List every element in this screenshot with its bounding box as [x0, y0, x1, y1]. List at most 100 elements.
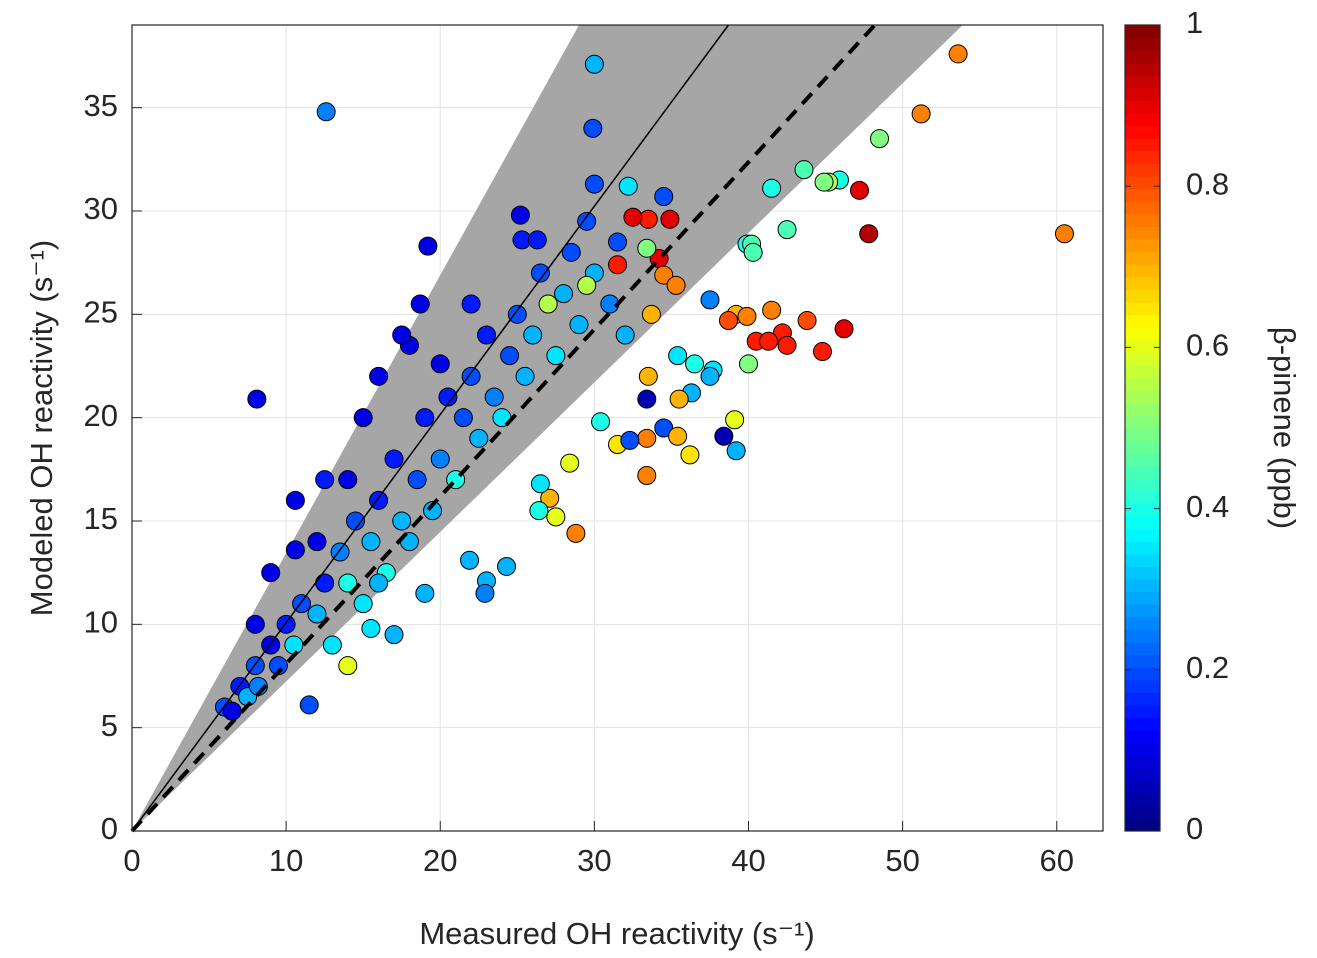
colorbar-segment: [1125, 755, 1160, 769]
data-point: [338, 656, 358, 676]
data-point: [726, 441, 746, 461]
colorbar-segment: [1125, 730, 1160, 744]
colorbar-segment: [1125, 163, 1160, 177]
data-point: [620, 430, 640, 450]
colorbar-tick-label: 0.6: [1186, 328, 1229, 363]
data-point: [654, 187, 674, 207]
colorbar-tick-label: 0.4: [1186, 489, 1229, 524]
data-point: [530, 474, 550, 494]
colorbar-segment: [1125, 201, 1160, 215]
data-point: [460, 550, 480, 570]
x-tick-label: 0: [123, 843, 140, 878]
data-point: [369, 366, 389, 386]
data-point: [476, 325, 496, 345]
data-point: [500, 346, 520, 366]
colorbar-segment: [1125, 339, 1160, 353]
colorbar-segment: [1125, 780, 1160, 794]
data-point: [870, 129, 890, 149]
y-tick-label: 15: [84, 501, 118, 536]
colorbar-segment: [1125, 541, 1160, 555]
data-point: [911, 104, 931, 124]
data-point: [453, 408, 473, 428]
data-point: [353, 408, 373, 428]
data-point: [361, 618, 381, 638]
colorbar-segment: [1125, 503, 1160, 517]
colorbar-segment: [1125, 390, 1160, 404]
colorbar-segment: [1125, 768, 1160, 782]
colorbar-segment: [1125, 692, 1160, 706]
data-point: [762, 178, 782, 198]
data-point: [685, 354, 705, 374]
data-point: [284, 635, 304, 655]
colorbar-segment: [1125, 176, 1160, 190]
data-point: [415, 408, 435, 428]
data-point: [577, 211, 597, 231]
uncertainty-band: [132, 25, 963, 831]
data-point: [725, 410, 745, 430]
data-point: [584, 174, 604, 194]
colorbar-segment: [1125, 87, 1160, 102]
data-point: [577, 275, 597, 295]
colorbar-segment: [1125, 717, 1160, 731]
data-point: [469, 428, 489, 448]
colorbar-segment: [1125, 213, 1160, 227]
data-point: [700, 366, 720, 386]
colorbar-segment: [1125, 742, 1160, 756]
data-point: [561, 242, 581, 262]
data-point: [316, 102, 336, 122]
data-point: [641, 304, 661, 324]
one-to-one-line: [131, 24, 730, 832]
data-point: [849, 180, 869, 200]
data-point: [669, 389, 689, 409]
colorbar-segment: [1125, 654, 1160, 668]
colorbar-segment: [1125, 705, 1160, 719]
data-point: [369, 573, 389, 593]
data-point: [527, 230, 547, 250]
colorbar-segment: [1125, 62, 1160, 76]
data-point: [714, 426, 734, 446]
colorbar-segment: [1125, 314, 1160, 328]
data-point: [353, 594, 373, 614]
data-point: [315, 573, 335, 593]
data-point: [814, 172, 834, 192]
data-point: [554, 284, 574, 304]
data-point: [410, 294, 430, 314]
colorbar-segment: [1125, 138, 1160, 152]
colorbar-segment: [1125, 251, 1160, 265]
data-point: [497, 556, 517, 576]
data-point: [584, 54, 604, 74]
colorbar-tick-label: 0.8: [1186, 166, 1229, 201]
data-point: [261, 563, 281, 583]
data-point: [530, 263, 550, 283]
data-point: [591, 412, 611, 432]
colorbar-tick-label: 0.2: [1186, 650, 1229, 685]
colorbar-segment: [1125, 478, 1160, 492]
data-point: [637, 238, 657, 258]
colorbar-segment: [1125, 805, 1160, 819]
data-point: [510, 205, 530, 225]
colorbar-segment: [1125, 793, 1160, 807]
data-point: [515, 366, 535, 386]
colorbar-segment: [1125, 302, 1160, 316]
x-tick-label: 40: [731, 843, 765, 878]
data-point: [660, 209, 680, 229]
colorbar-segment: [1125, 566, 1160, 580]
y-axis-label: Modeled OH reactivity (s⁻¹): [24, 240, 59, 616]
colorbar-tick-label: 1: [1186, 5, 1203, 40]
data-point: [668, 346, 688, 366]
data-point: [546, 507, 566, 527]
data-point: [407, 470, 427, 490]
data-point: [430, 354, 450, 374]
data-point: [615, 325, 635, 345]
data-point: [392, 325, 412, 345]
colorbar-segment: [1125, 75, 1160, 89]
colorbar-frame: [1124, 24, 1161, 832]
colorbar-segment: [1125, 553, 1160, 568]
x-tick-label: 60: [1040, 843, 1074, 878]
data-point: [540, 488, 560, 508]
data-point: [812, 342, 832, 362]
data-point: [700, 290, 720, 310]
colorbar-segment: [1125, 453, 1160, 467]
colorbar-segment: [1125, 516, 1160, 530]
